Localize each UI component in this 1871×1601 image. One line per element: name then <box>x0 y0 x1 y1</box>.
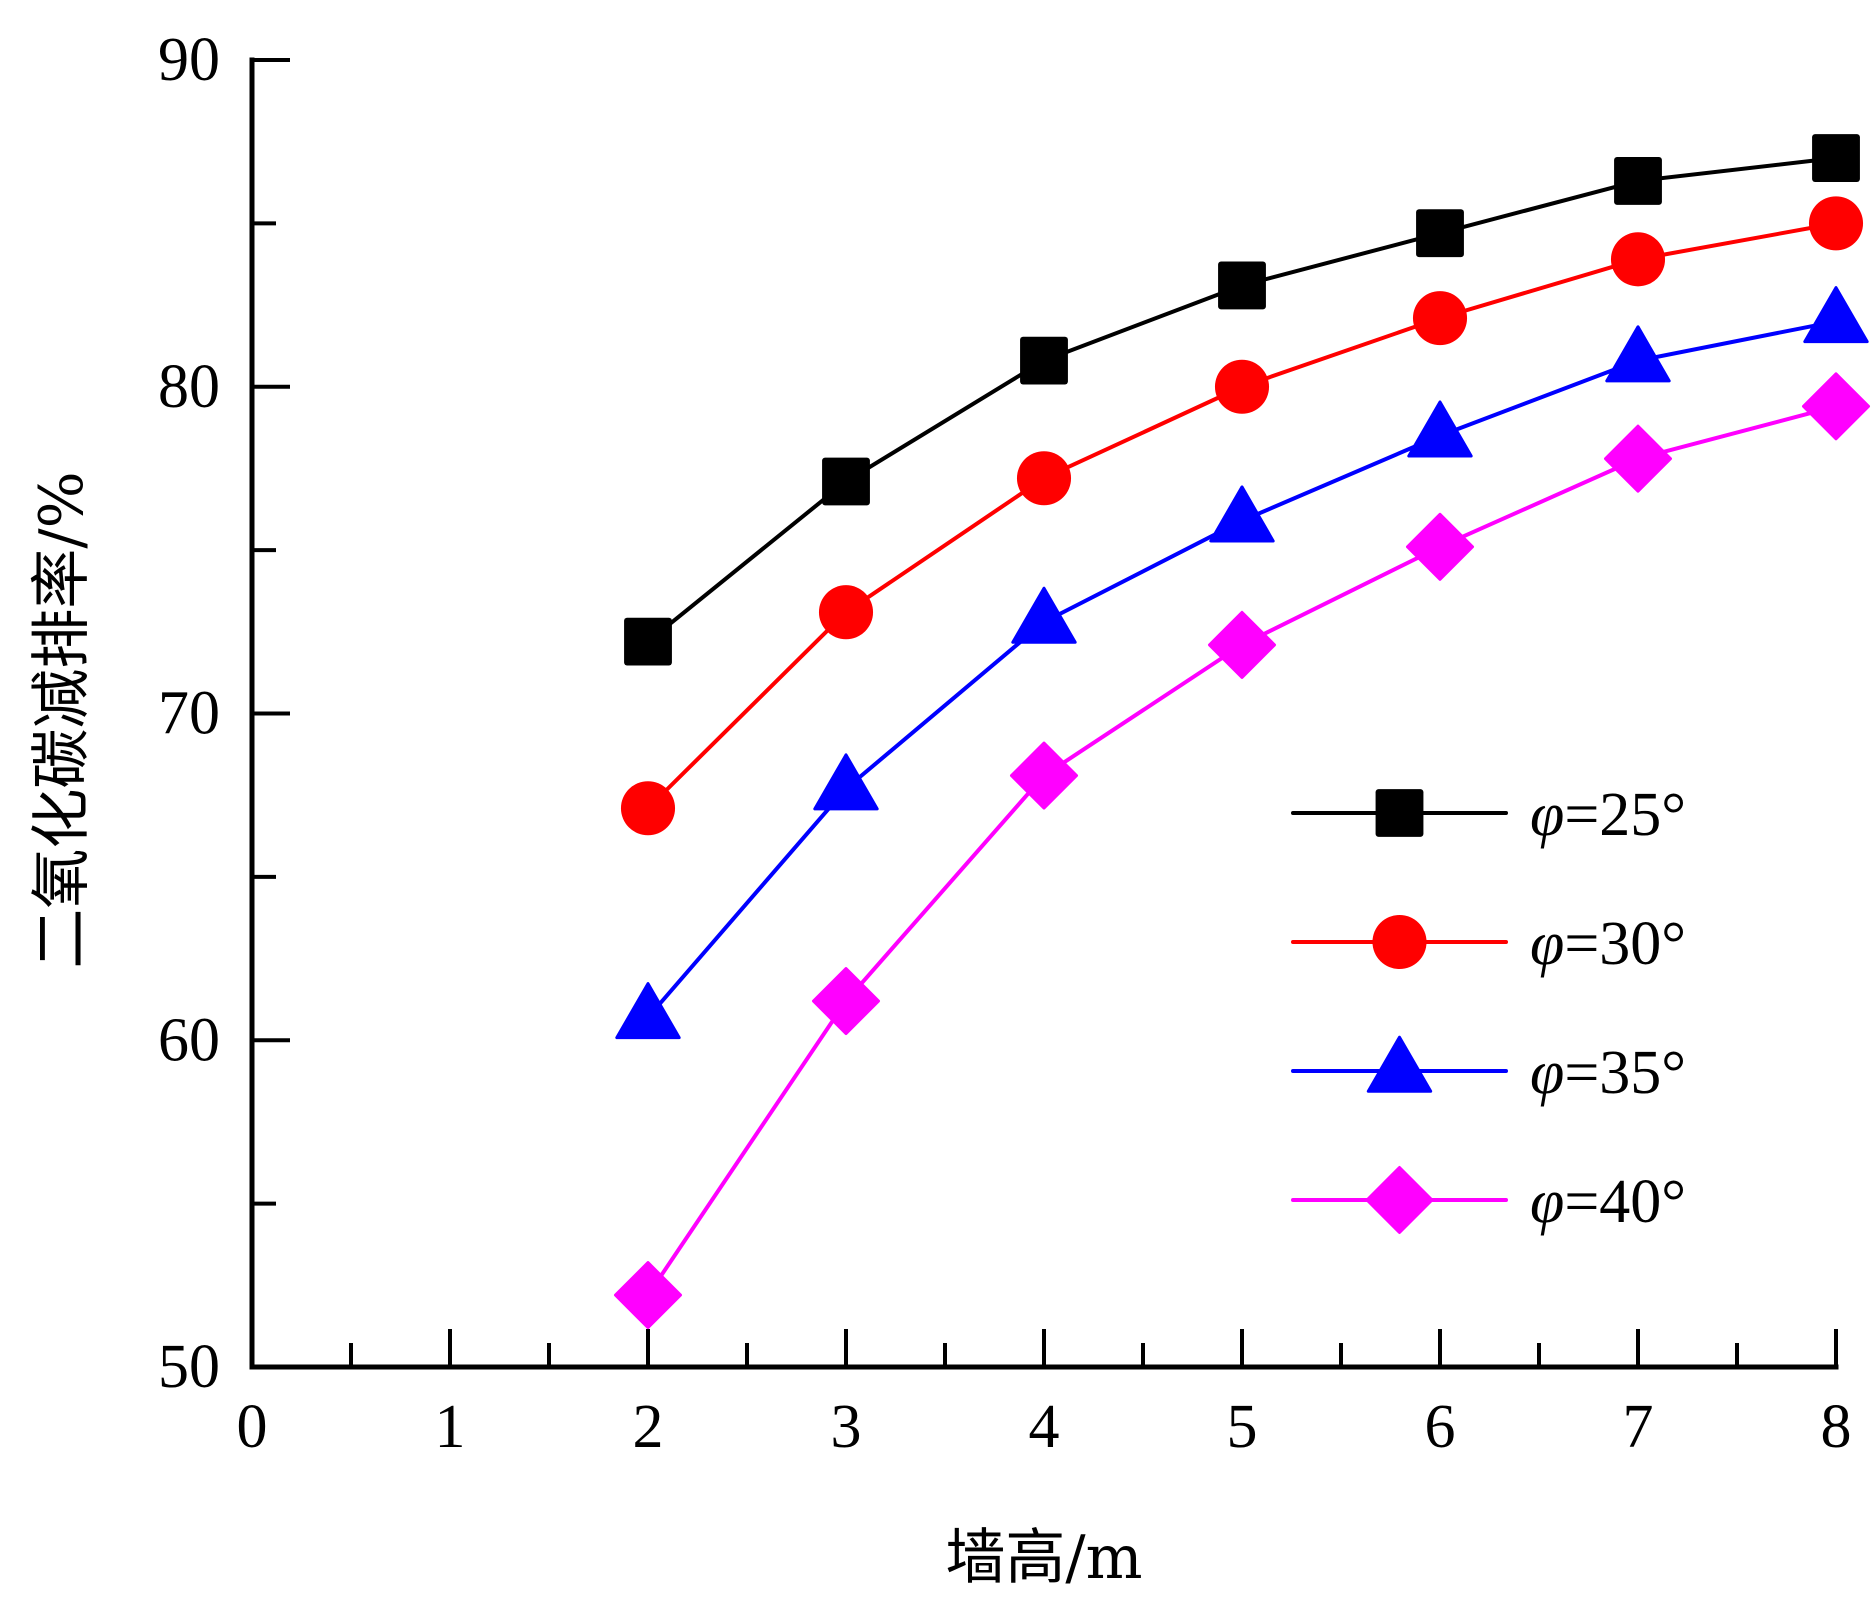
x-tick-label: 3 <box>831 1393 862 1461</box>
data-point-square <box>1218 261 1266 310</box>
data-point-square <box>1020 336 1068 385</box>
data-point-triangle <box>1011 586 1077 644</box>
legend-label-value: =35° <box>1564 1039 1686 1107</box>
y-tick-label: 80 <box>158 353 220 421</box>
data-point-triangle <box>1605 325 1671 383</box>
y-tick-label: 70 <box>158 680 220 748</box>
legend-item: φ=25° <box>1291 781 1686 849</box>
legend-marker-square <box>1375 789 1424 837</box>
data-point-circle <box>1808 196 1864 251</box>
data-point-diamond <box>1802 372 1870 441</box>
data-point-diamond <box>614 1261 682 1330</box>
legend-label-symbol: φ <box>1530 1039 1564 1107</box>
legend-item: φ=35° <box>1291 1035 1686 1107</box>
legend-item: φ=30° <box>1291 910 1686 978</box>
data-point-circle <box>1214 359 1270 414</box>
legend: φ=25°φ=30°φ=35°φ=40° <box>1291 781 1686 1236</box>
legend-label-symbol: φ <box>1530 910 1564 978</box>
data-point-square <box>1812 134 1860 182</box>
data-point-square <box>1614 156 1662 205</box>
data-point-diamond <box>1604 424 1672 493</box>
y-tick-label: 90 <box>158 26 220 94</box>
y-axis-title: 二氧化碳减排率/% <box>27 471 97 968</box>
legend-item: φ=40° <box>1291 1166 1686 1236</box>
x-tick-label: 1 <box>435 1393 466 1461</box>
data-point-diamond <box>1406 512 1474 581</box>
series-group <box>614 134 1870 1330</box>
data-point-circle <box>1016 451 1072 506</box>
legend-label-symbol: φ <box>1530 1168 1564 1236</box>
data-point-circle <box>1412 291 1468 346</box>
data-point-triangle <box>1407 400 1473 458</box>
data-point-triangle <box>615 982 681 1040</box>
series-diamond <box>614 372 1870 1330</box>
data-point-triangle <box>813 753 879 811</box>
y-tick-label: 60 <box>158 1006 220 1074</box>
legend-label-symbol: φ <box>1530 781 1564 849</box>
data-point-square <box>822 457 870 506</box>
data-point-circle <box>818 585 874 640</box>
x-tick-label: 2 <box>633 1393 664 1461</box>
x-tick-label: 5 <box>1227 1393 1258 1461</box>
data-point-diamond <box>812 967 880 1036</box>
series-triangle <box>615 286 1869 1040</box>
data-point-diamond <box>1208 610 1276 679</box>
data-point-square <box>624 617 672 666</box>
data-point-diamond <box>1010 741 1078 810</box>
data-point-triangle <box>1209 485 1275 543</box>
legend-label-value: =30° <box>1564 910 1686 978</box>
x-tick-label: 0 <box>237 1393 268 1461</box>
x-tick-label: 6 <box>1425 1393 1456 1461</box>
legend-label: φ=35° <box>1530 1039 1686 1107</box>
data-point-circle <box>620 781 676 836</box>
x-axis-title: 墙高/m <box>945 1523 1142 1593</box>
legend-marker-triangle <box>1366 1035 1433 1093</box>
legend-label: φ=30° <box>1530 910 1686 978</box>
x-tick-label: 8 <box>1821 1393 1852 1461</box>
x-axis-ticks: 0 1 2 3 4 5 6 7 8 <box>237 1329 1852 1461</box>
legend-marker-diamond <box>1365 1166 1434 1234</box>
data-point-square <box>1416 209 1464 258</box>
series-circle <box>620 196 1864 836</box>
x-tick-label: 4 <box>1029 1393 1060 1461</box>
data-point-triangle <box>1803 286 1869 344</box>
legend-label-value: =40° <box>1564 1168 1686 1236</box>
legend-label: φ=40° <box>1530 1168 1686 1236</box>
series-square <box>624 134 1860 666</box>
data-point-circle <box>1610 232 1666 287</box>
legend-label: φ=25° <box>1530 781 1686 849</box>
legend-marker-circle <box>1372 914 1427 970</box>
y-axis-ticks: 50 60 70 80 90 <box>158 26 290 1401</box>
x-tick-label: 7 <box>1623 1393 1654 1461</box>
y-tick-label: 50 <box>158 1333 220 1401</box>
legend-label-value: =25° <box>1564 781 1686 849</box>
